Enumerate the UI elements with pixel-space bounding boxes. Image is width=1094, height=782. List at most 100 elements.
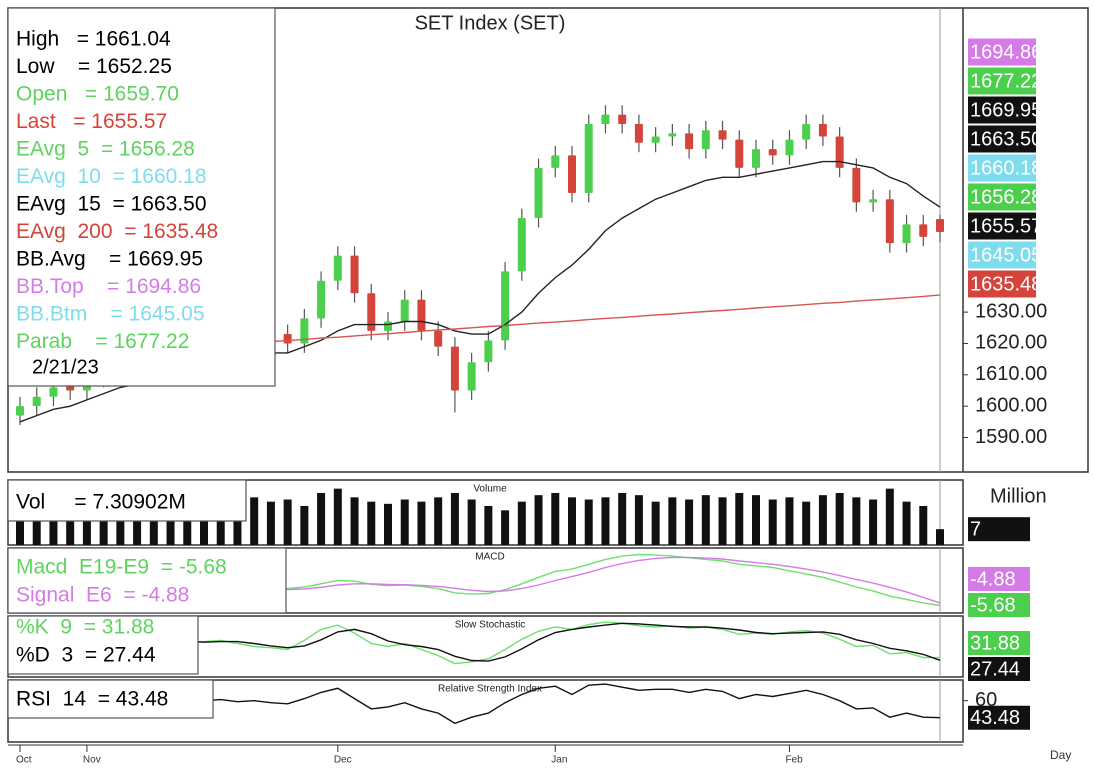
volume-bar bbox=[835, 493, 844, 545]
candle-body bbox=[584, 124, 593, 193]
value-marker-label: 1656.28 bbox=[970, 186, 1042, 208]
x-tick-label: Dec bbox=[334, 755, 352, 766]
unit-label: Million bbox=[990, 485, 1047, 507]
value-marker-label: 1677.22 bbox=[970, 70, 1042, 92]
value-marker bbox=[968, 657, 1030, 681]
candle-body bbox=[785, 139, 794, 156]
volume-bar bbox=[250, 497, 259, 545]
value-marker-label: 1645.05 bbox=[970, 244, 1042, 266]
chart-layer: SET Index (SET) 1590.00 1600.00 1610.00 1620… bbox=[7, 7, 1089, 766]
volume-bar bbox=[216, 501, 225, 545]
y-tick-label: 60 bbox=[975, 689, 997, 711]
candle-body bbox=[768, 149, 777, 156]
y-tick-label: 1620.00 bbox=[975, 332, 1047, 354]
legend-entry: Macd E19-E9 = -5.68 bbox=[16, 556, 227, 579]
y-tick-label: 1610.00 bbox=[975, 363, 1047, 385]
candle-body bbox=[317, 280, 326, 319]
volume-bar bbox=[869, 499, 878, 545]
value-marker-label: 7 bbox=[970, 518, 981, 540]
value-marker-label: 1635.48 bbox=[970, 273, 1042, 295]
volume-bar bbox=[333, 488, 342, 545]
volume-bar bbox=[852, 497, 861, 545]
candle-body bbox=[384, 321, 392, 331]
candle-body bbox=[752, 149, 760, 168]
value-marker-label: 31.88 bbox=[970, 632, 1020, 654]
volume-bar bbox=[501, 510, 510, 545]
volume-bar bbox=[434, 497, 443, 545]
panel-title: Relative Strength Index bbox=[438, 684, 542, 695]
value-marker-label: 27.44 bbox=[970, 658, 1020, 680]
value-marker-label: -4.88 bbox=[970, 568, 1016, 590]
x-tick-label: Nov bbox=[83, 755, 101, 766]
x-axis-label: Day bbox=[1050, 748, 1071, 762]
legend-box bbox=[7, 615, 199, 675]
volume-bar bbox=[467, 499, 476, 545]
x-tick-label: Oct bbox=[16, 755, 32, 766]
value-marker-label: 1669.95 bbox=[970, 99, 1042, 121]
candle-body bbox=[919, 224, 928, 237]
volume-bar bbox=[718, 497, 727, 545]
legend-entry: %K 9 = 31.88 bbox=[16, 616, 154, 639]
legend-entry: Open = 1659.70 bbox=[16, 83, 179, 106]
value-marker-label: 1663.50 bbox=[970, 128, 1042, 150]
candle-body bbox=[701, 130, 710, 150]
value-marker bbox=[968, 631, 1030, 655]
volume-bar bbox=[166, 506, 175, 545]
candle-body bbox=[651, 136, 660, 143]
value-marker bbox=[968, 270, 1036, 298]
volume-bar bbox=[116, 503, 125, 545]
candle-body bbox=[417, 299, 426, 331]
candle-body bbox=[902, 224, 911, 244]
candle-body bbox=[283, 334, 292, 344]
candle-body bbox=[735, 139, 744, 168]
legend-entry: BB.Top = 1694.86 bbox=[16, 275, 201, 298]
value-marker bbox=[968, 593, 1030, 617]
volume-bar bbox=[584, 499, 593, 545]
volume-bar bbox=[634, 495, 643, 545]
value-marker-label: 43.48 bbox=[970, 707, 1020, 729]
candle-body bbox=[450, 346, 459, 391]
volume-bar bbox=[885, 488, 894, 545]
candle-body bbox=[685, 133, 694, 150]
volume-bar bbox=[300, 506, 309, 545]
candle-body bbox=[300, 318, 309, 344]
candle-body bbox=[885, 199, 894, 244]
legend-entry: Low = 1652.25 bbox=[16, 55, 172, 78]
volume-bar bbox=[568, 497, 576, 545]
panel-title: Slow Stochastic bbox=[455, 620, 526, 631]
value-marker bbox=[968, 96, 1036, 124]
volume-bar bbox=[551, 493, 560, 545]
volume-bar bbox=[818, 495, 827, 545]
candle-body bbox=[16, 406, 24, 416]
volume-bar bbox=[266, 501, 275, 545]
volume-bar bbox=[66, 499, 75, 545]
volume-bar bbox=[752, 495, 760, 545]
value-marker-label: 1694.86 bbox=[970, 41, 1042, 63]
legend-entry: BB.Btm = 1645.05 bbox=[16, 303, 205, 326]
volume-bar bbox=[919, 506, 928, 545]
candle-body bbox=[618, 114, 627, 124]
x-tick-label: Feb bbox=[785, 755, 803, 766]
volume-bar bbox=[517, 501, 526, 545]
candle-body bbox=[634, 124, 643, 143]
volume-bar bbox=[668, 497, 677, 545]
panel-title: MACD bbox=[475, 552, 504, 563]
value-marker bbox=[968, 38, 1036, 66]
candle-body bbox=[367, 293, 376, 331]
x-tick-label: Jan bbox=[551, 755, 567, 766]
value-marker bbox=[968, 241, 1036, 269]
candle-body bbox=[601, 114, 610, 124]
volume-bar bbox=[350, 497, 359, 545]
value-marker bbox=[968, 125, 1036, 153]
volume-bar bbox=[902, 501, 911, 545]
value-marker bbox=[968, 183, 1036, 211]
y-tick-label: 1630.00 bbox=[975, 300, 1047, 322]
value-marker-label: 1655.57 bbox=[970, 215, 1042, 237]
chart-title: SET Index (SET) bbox=[415, 12, 566, 34]
volume-bar bbox=[534, 495, 543, 545]
volume-bar bbox=[82, 506, 91, 545]
candle-body bbox=[852, 167, 861, 203]
legend-entry: EAvg 15 = 1663.50 bbox=[16, 193, 207, 216]
volume-bar bbox=[283, 499, 292, 545]
volume-bar bbox=[367, 501, 376, 545]
